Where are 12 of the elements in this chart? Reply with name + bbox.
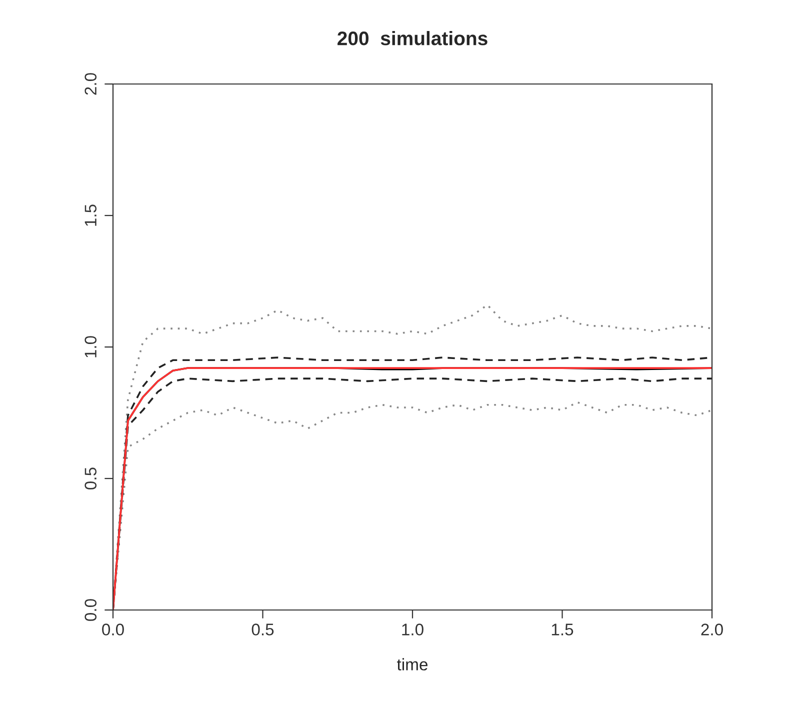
x-tick-label: 1.0	[402, 624, 424, 636]
y-tick-label: 0.5	[84, 468, 97, 490]
x-tick-label: 2.0	[701, 624, 723, 636]
y-tick-label: 1.0	[84, 336, 97, 358]
x-tick-label: 0.0	[102, 624, 124, 636]
chart-title: 200 simulations	[338, 31, 488, 46]
y-tick-label: 1.5	[84, 204, 97, 226]
x-axis-title: time	[397, 658, 428, 670]
y-tick-label: 2.0	[84, 73, 97, 95]
x-tick-label: 0.5	[252, 624, 274, 636]
y-tick-label: 0.0	[84, 599, 97, 621]
x-tick-label: 1.5	[552, 624, 574, 636]
